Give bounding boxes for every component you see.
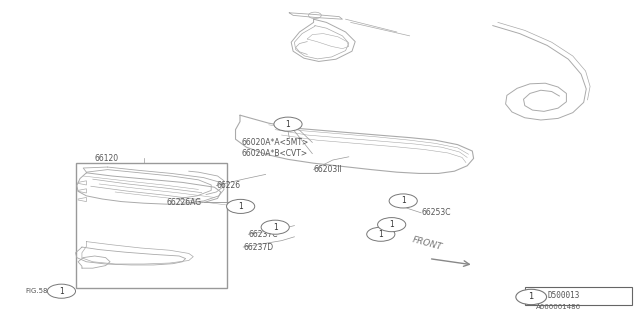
Text: 66253C: 66253C [421,208,451,217]
Text: 1: 1 [273,223,278,232]
Bar [76,163,227,288]
Text: A660001486: A660001486 [536,304,582,309]
Text: 66203II: 66203II [314,165,342,174]
Circle shape [274,117,302,131]
Bar [525,287,632,305]
Circle shape [516,289,547,305]
Text: FIG.580: FIG.580 [26,288,52,294]
Text: 66237C: 66237C [248,230,278,239]
Circle shape [367,227,395,241]
Circle shape [378,218,406,232]
Text: 1: 1 [378,230,383,239]
Text: 66237D: 66237D [243,243,273,252]
Text: D500013: D500013 [547,291,580,300]
Text: 1: 1 [389,220,394,229]
Text: 1: 1 [238,202,243,211]
Text: 66120: 66120 [95,154,119,163]
Text: FRONT: FRONT [411,236,443,252]
Circle shape [47,284,76,298]
Text: 66226: 66226 [216,181,241,190]
Text: 1: 1 [401,196,406,205]
Text: 66020A*B<CVT>: 66020A*B<CVT> [242,149,308,158]
Text: 1: 1 [285,120,291,129]
Circle shape [389,194,417,208]
Text: 66226AG: 66226AG [166,198,202,207]
Circle shape [227,199,255,213]
Circle shape [261,220,289,234]
Text: 1: 1 [529,292,534,301]
Text: 66020A*A<5MT>: 66020A*A<5MT> [242,138,309,147]
Text: 1: 1 [59,287,64,296]
